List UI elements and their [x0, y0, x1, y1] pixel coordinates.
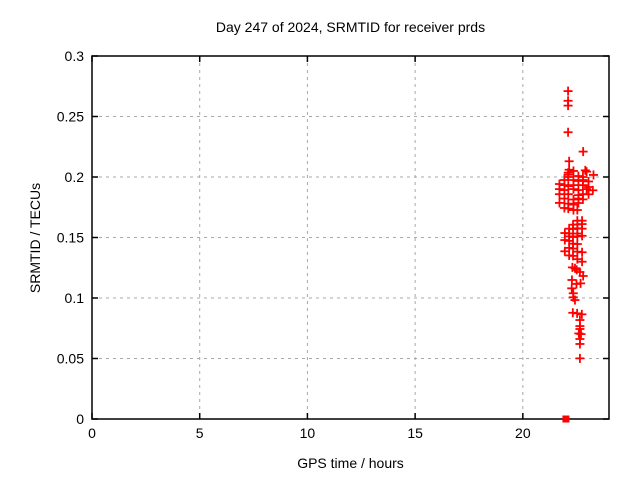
- y-tick-label: 0.3: [65, 48, 85, 64]
- x-tick-label: 15: [407, 425, 423, 441]
- y-tick-label: 0.25: [57, 109, 84, 125]
- y-tick-label: 0.05: [57, 351, 84, 367]
- x-tick-label: 20: [515, 425, 531, 441]
- x-tick-label: 5: [196, 425, 204, 441]
- x-axis-label: GPS time / hours: [297, 455, 404, 471]
- chart-title: Day 247 of 2024, SRMTID for receiver prd…: [215, 19, 486, 35]
- y-tick-label: 0.1: [65, 290, 85, 306]
- y-tick-label: 0.15: [57, 230, 84, 246]
- y-tick-label: 0: [76, 411, 84, 427]
- x-tick-label: 10: [300, 425, 316, 441]
- y-tick-label: 0.2: [65, 169, 85, 185]
- data-point-square: [562, 415, 570, 423]
- x-tick-label: 0: [88, 425, 96, 441]
